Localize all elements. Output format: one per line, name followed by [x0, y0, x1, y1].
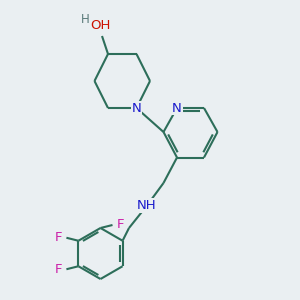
- Text: F: F: [55, 231, 63, 244]
- Text: H: H: [81, 13, 90, 26]
- Text: F: F: [116, 218, 124, 232]
- Text: F: F: [55, 263, 63, 276]
- Text: N: N: [172, 101, 182, 115]
- Text: N: N: [132, 101, 141, 115]
- Text: OH: OH: [90, 19, 111, 32]
- Text: NH: NH: [137, 199, 157, 212]
